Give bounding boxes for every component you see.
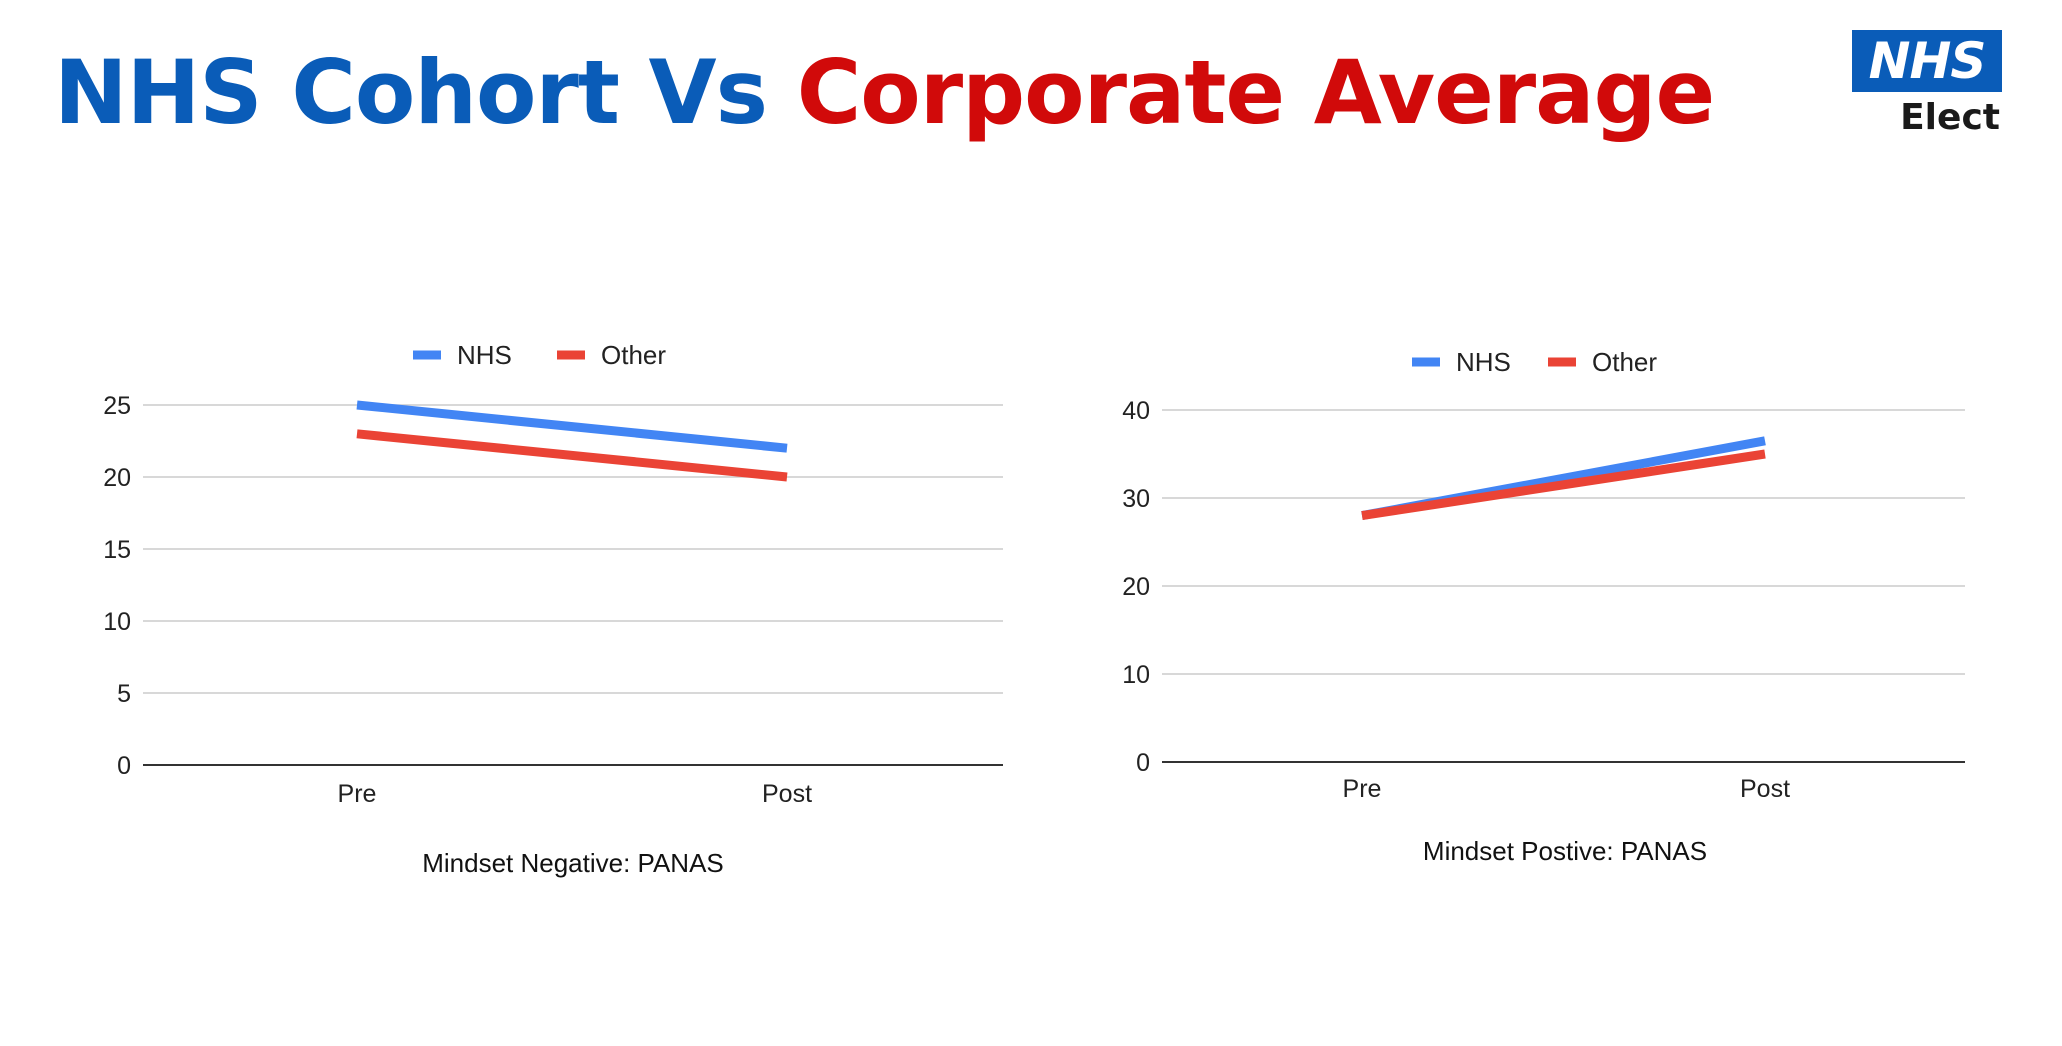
legend-label-nhs: NHS: [457, 340, 512, 370]
x-tick-label: Post: [1740, 775, 1790, 803]
title-corporate-average: Corporate Average: [796, 41, 1716, 144]
legend-label-other: Other: [1592, 347, 1657, 377]
y-tick-label: 30: [1122, 485, 1150, 513]
x-tick-label: Post: [762, 780, 812, 808]
y-tick-label: 5: [117, 680, 131, 708]
series-line-other: [1361, 449, 1766, 521]
chart-mindset-negative: 0 5 10 15 20 25 Pre Post NHS Other Mindset Negativ…: [103, 340, 1003, 878]
chart-mindset-positive: 0 10 20 30 40 Pre Post NHS Other Mindset Postive:…: [1122, 347, 1965, 866]
title-nhs-cohort: NHS Cohort Vs: [54, 41, 768, 144]
y-tick-label: 15: [103, 536, 131, 564]
logo-subtitle: Elect: [1900, 97, 2000, 138]
series-line-nhs: [356, 400, 788, 453]
nhs-logo-mark: NHS: [1852, 30, 2002, 92]
y-tick-label: 0: [1136, 749, 1150, 777]
x-tick-label: Pre: [338, 780, 377, 808]
y-tick-label: 0: [117, 752, 131, 780]
legend-label-other: Other: [601, 340, 666, 370]
chart-caption: Mindset Postive: PANAS: [1423, 836, 1707, 866]
y-tick-label: 10: [103, 608, 131, 636]
series-line-other: [356, 429, 788, 482]
y-tick-label: 10: [1122, 661, 1150, 689]
page-title: NHS Cohort Vs Corporate Average: [54, 38, 1716, 148]
x-tick-label: Pre: [1343, 775, 1382, 803]
legend-label-nhs: NHS: [1456, 347, 1511, 377]
y-tick-label: 40: [1122, 397, 1150, 425]
chart-caption: Mindset Negative: PANAS: [422, 848, 724, 878]
y-tick-label: 20: [103, 464, 131, 492]
nhs-elect-logo: NHS Elect: [1852, 30, 2002, 144]
y-tick-label: 20: [1122, 573, 1150, 601]
y-tick-label: 25: [103, 392, 131, 420]
